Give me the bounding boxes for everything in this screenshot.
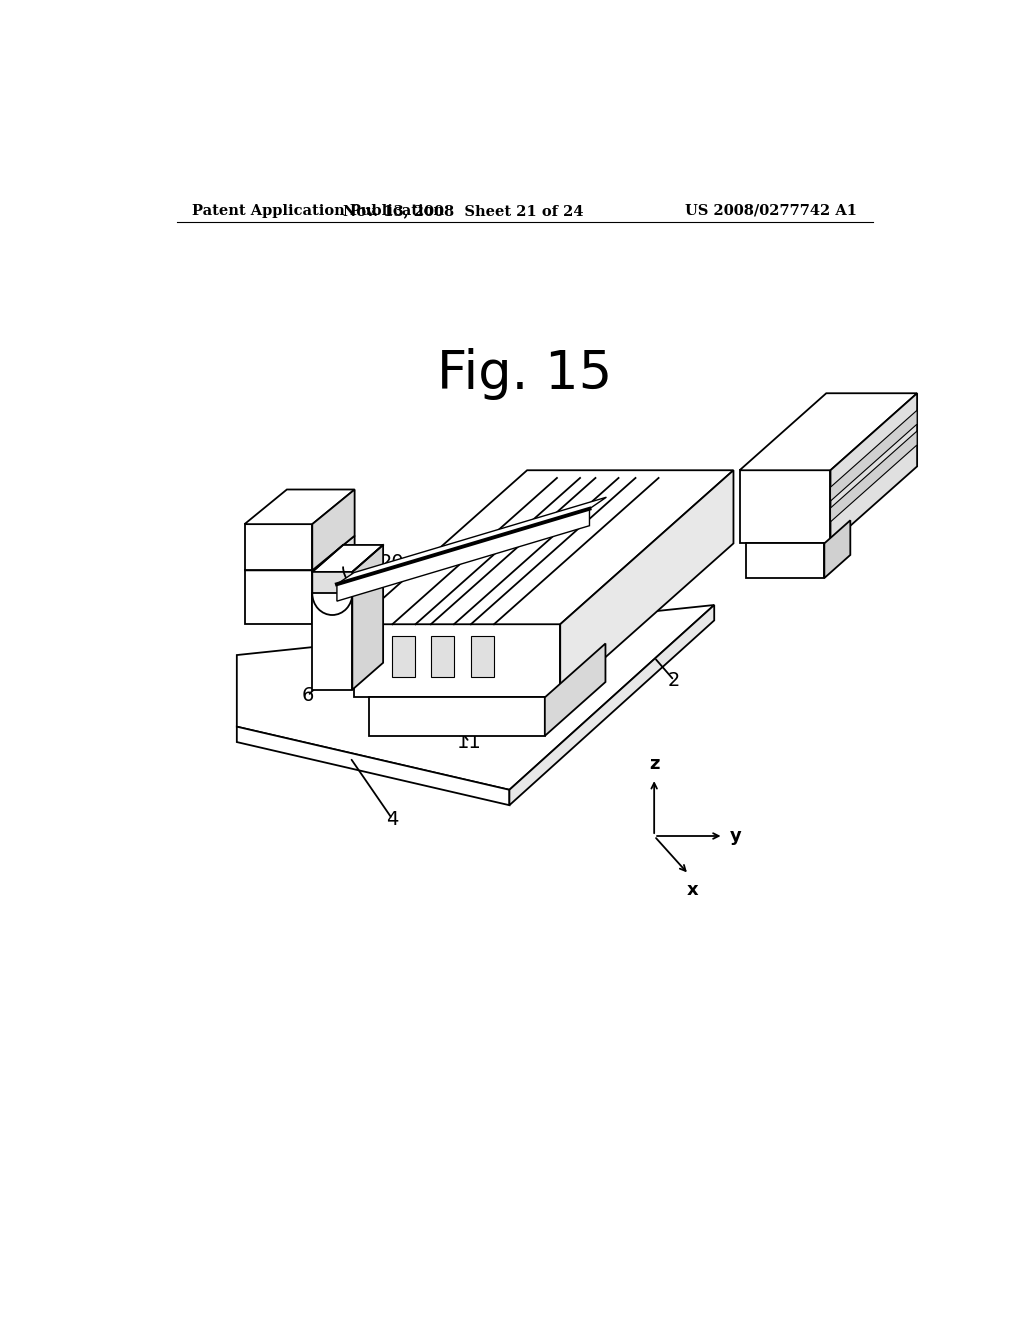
- Text: y: y: [730, 828, 741, 845]
- Polygon shape: [237, 726, 509, 805]
- Polygon shape: [312, 594, 352, 689]
- Polygon shape: [471, 636, 494, 677]
- Polygon shape: [354, 470, 733, 624]
- Polygon shape: [830, 430, 918, 521]
- Text: 11: 11: [457, 733, 481, 751]
- Text: 11: 11: [625, 574, 649, 593]
- Polygon shape: [312, 545, 383, 572]
- Polygon shape: [509, 605, 714, 805]
- Polygon shape: [312, 536, 354, 624]
- Text: Patent Application Publication: Patent Application Publication: [193, 203, 444, 218]
- Polygon shape: [354, 624, 560, 697]
- Polygon shape: [237, 605, 714, 789]
- Text: 11: 11: [625, 593, 649, 611]
- Polygon shape: [739, 393, 918, 470]
- Polygon shape: [352, 545, 383, 689]
- Polygon shape: [370, 697, 545, 737]
- Text: 9: 9: [588, 524, 600, 544]
- Text: z: z: [649, 755, 659, 774]
- Polygon shape: [560, 470, 733, 697]
- Text: US 2008/0277742 A1: US 2008/0277742 A1: [685, 203, 857, 218]
- Polygon shape: [545, 644, 605, 737]
- Text: 2: 2: [668, 671, 680, 690]
- Text: Nov. 13, 2008  Sheet 21 of 24: Nov. 13, 2008 Sheet 21 of 24: [343, 203, 584, 218]
- Polygon shape: [337, 508, 590, 601]
- Polygon shape: [830, 393, 918, 544]
- Polygon shape: [245, 490, 354, 524]
- Text: 6: 6: [584, 473, 596, 491]
- Polygon shape: [431, 636, 454, 677]
- Text: 20: 20: [419, 570, 443, 590]
- Polygon shape: [392, 636, 416, 677]
- Text: x: x: [687, 880, 698, 899]
- Polygon shape: [245, 536, 354, 570]
- Polygon shape: [745, 544, 824, 578]
- Text: Fig. 15: Fig. 15: [437, 348, 612, 400]
- Polygon shape: [739, 470, 830, 544]
- Text: 20: 20: [380, 553, 404, 572]
- Polygon shape: [830, 411, 918, 502]
- Polygon shape: [337, 498, 606, 585]
- Polygon shape: [312, 490, 354, 570]
- Polygon shape: [245, 524, 312, 570]
- Polygon shape: [824, 520, 850, 578]
- Text: 4: 4: [386, 809, 398, 829]
- Polygon shape: [245, 570, 312, 624]
- Text: 20: 20: [474, 561, 499, 581]
- Text: 6: 6: [301, 686, 313, 705]
